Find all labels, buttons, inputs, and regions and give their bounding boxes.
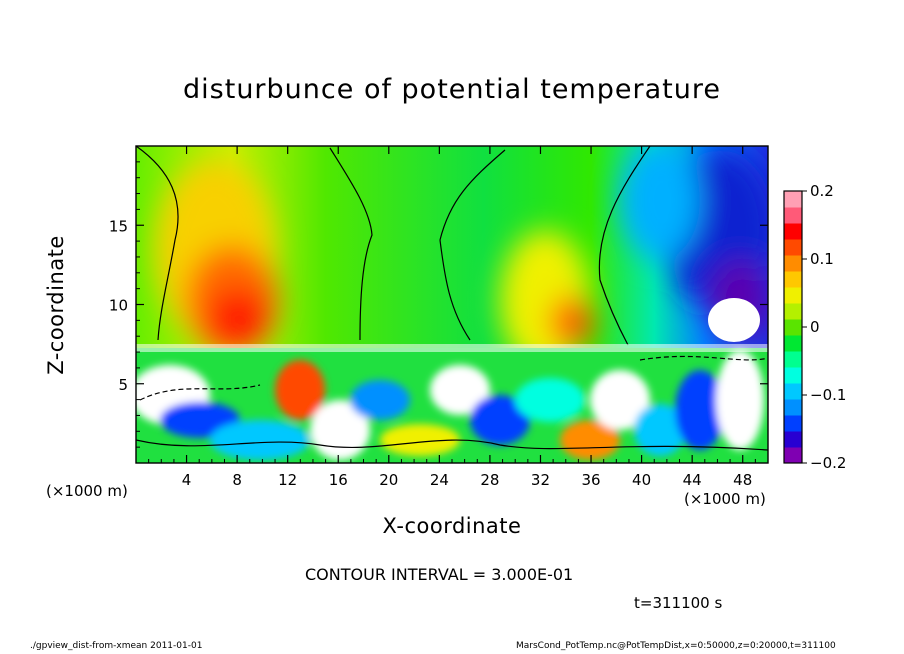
x-unit-label-left: (×1000 m)	[46, 482, 128, 500]
colorbar	[783, 190, 803, 464]
x-tick-label: 36	[581, 471, 600, 489]
chart-title: disturbunce of potential temperature	[183, 74, 721, 105]
colorbar-tick-label: 0.1	[810, 250, 834, 268]
x-tick-label: 40	[632, 471, 651, 489]
white-patch-upper-right	[708, 298, 760, 342]
colorbar-swatch	[784, 239, 802, 256]
x-tick-label: 48	[733, 471, 752, 489]
x-axis-label: X-coordinate	[382, 514, 522, 538]
x-tick-label: 44	[683, 471, 702, 489]
footer-script-label: ./gpview_dist-from-xmean 2011-01-01	[30, 641, 203, 651]
colorbar-tick-label: −0.2	[810, 454, 846, 472]
colorbar-tick-label: −0.1	[810, 386, 846, 404]
x-tick-label: 20	[379, 471, 398, 489]
colorbar-swatch	[784, 303, 802, 320]
contour-lines	[136, 146, 768, 451]
colorbar-swatch	[784, 255, 802, 272]
inversion-layer	[136, 344, 768, 352]
upper-blobs	[155, 146, 768, 370]
colorbar-swatch	[784, 367, 802, 384]
x-tick-label: 16	[329, 471, 348, 489]
contour-interval-label: CONTOUR INTERVAL = 3.000E-01	[305, 565, 574, 584]
y-tick-label: 10	[109, 297, 128, 315]
x-tick-label: 4	[182, 471, 192, 489]
colorbar-swatch	[784, 447, 802, 464]
colorbar-swatch	[784, 319, 802, 336]
colorbar-swatch	[784, 383, 802, 400]
x-tick-label: 12	[278, 471, 297, 489]
x-ticks: 4 8 12 16 20 24 28 32 36 40 44 48	[148, 146, 756, 489]
colorbar-swatch	[784, 431, 802, 448]
x-tick-label: 8	[232, 471, 242, 489]
colorbar-swatch	[784, 223, 802, 240]
x-tick-label: 24	[430, 471, 449, 489]
colorbar-swatch	[784, 335, 802, 352]
y-tick-label: 15	[109, 217, 128, 235]
colorbar-swatch	[784, 351, 802, 368]
y-ticks: 5 10 15	[109, 161, 768, 448]
colorbar-tick-label: 0.2	[810, 182, 834, 200]
lower-blobs	[136, 350, 764, 460]
colorbar-swatch	[784, 191, 802, 208]
colorbar-tick-label: 0	[810, 318, 820, 336]
footer-data-label: MarsCond_PotTemp.nc@PotTempDist,x=0:5000…	[516, 641, 836, 651]
colorbar-swatch	[784, 399, 802, 416]
colorbar-swatch	[784, 207, 802, 224]
plot-field	[136, 146, 768, 463]
colorbar-swatch	[784, 415, 802, 432]
time-label: t=311100 s	[634, 594, 723, 612]
colorbar-swatch	[784, 287, 802, 304]
colorbar-ticks: 0.2 0.1 0 −0.1 −0.2	[802, 182, 846, 472]
x-tick-label: 28	[480, 471, 499, 489]
x-tick-label: 32	[531, 471, 550, 489]
colorbar-swatch	[784, 271, 802, 288]
x-unit-label-right: (×1000 m)	[684, 490, 766, 508]
y-tick-label: 5	[118, 376, 128, 394]
